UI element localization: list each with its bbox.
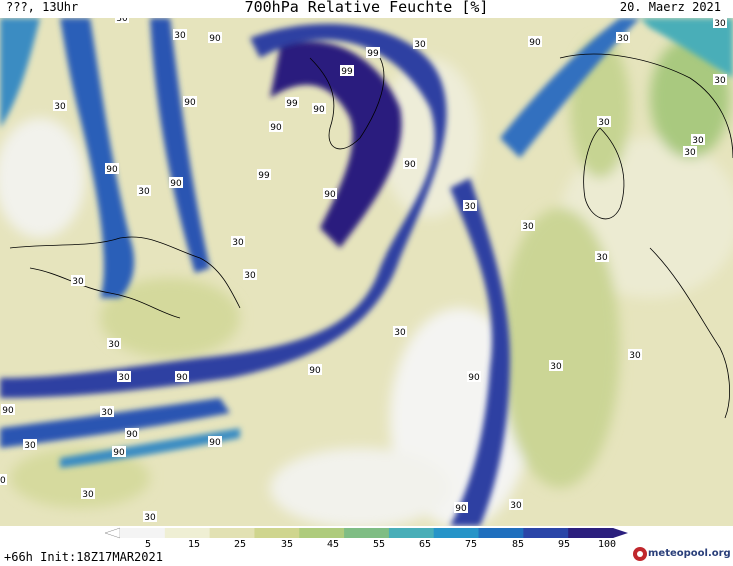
colorbar-segment — [299, 528, 345, 538]
colorbar-tick-label: 100 — [597, 539, 617, 550]
colorbar-tick-label: 85 — [511, 539, 525, 550]
colorbar-segment — [164, 528, 211, 538]
header: ???, 13Uhr 700hPa Relative Feuchte [%] 2… — [0, 0, 733, 18]
colorbar-tick-label: 65 — [418, 539, 432, 550]
colorbar-segment — [388, 528, 435, 538]
coastlines — [9, 53, 733, 419]
colorbar — [104, 527, 628, 539]
colorbar-segment — [209, 528, 255, 538]
colorbar-tick-label: 95 — [557, 539, 571, 550]
init-info: +66h Init:18Z17MAR2021 — [4, 550, 163, 564]
forecast-time: ???, 13Uhr — [6, 0, 79, 14]
humidity-map — [0, 18, 733, 526]
colorbar-tick-label: 55 — [372, 539, 386, 550]
colorbar-segment — [433, 528, 480, 538]
colorbar-segment — [568, 528, 614, 538]
colorbar-segment — [120, 528, 166, 538]
map-title: 700hPa Relative Feuchte [%] — [244, 0, 489, 16]
colorbar-segment — [254, 528, 300, 538]
colorbar-tick-label: 15 — [187, 539, 201, 550]
colorbar-tick-label: 25 — [233, 539, 247, 550]
colorbar-tick-label: 75 — [464, 539, 478, 550]
colorbar-segment — [478, 528, 524, 538]
colorbar-tick-label: 45 — [326, 539, 340, 550]
colorbar-segment — [523, 528, 569, 538]
meteopool-logo-icon — [633, 547, 647, 561]
footer: 5 15 25 35 45 55 65 75 85 95 100 +66h Init:18Z17MA… — [0, 526, 733, 566]
colorbar-high-arrow — [613, 528, 628, 538]
forecast-date: 20. Maerz 2021 — [619, 0, 721, 14]
colorbar-tick-label: 35 — [280, 539, 294, 550]
colorbar-tick-label: 5 — [144, 539, 152, 550]
colorbar-low-arrow — [104, 527, 121, 539]
meteopool-logo-text: meteopool.org — [648, 548, 731, 559]
meteopool-logo[interactable]: meteopool.org — [632, 545, 732, 565]
colorbar-segment — [344, 528, 390, 538]
